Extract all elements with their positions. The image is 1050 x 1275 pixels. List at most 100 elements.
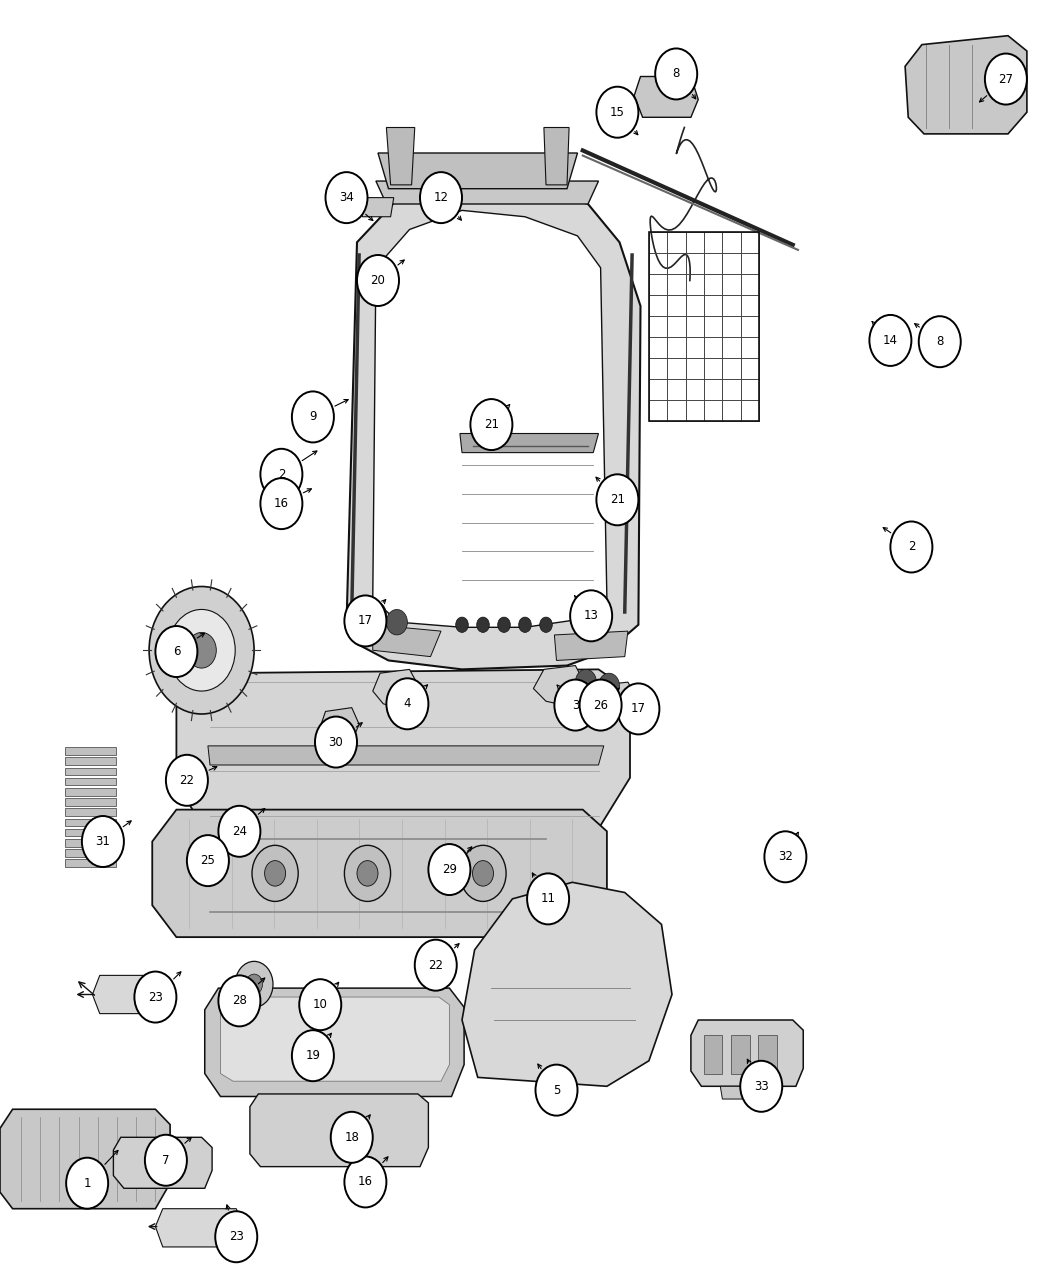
Text: 30: 30 <box>329 736 343 748</box>
Circle shape <box>580 680 622 731</box>
Circle shape <box>617 683 659 734</box>
Text: 3: 3 <box>571 699 580 711</box>
Text: 27: 27 <box>999 73 1013 85</box>
Text: 24: 24 <box>232 825 247 838</box>
Circle shape <box>919 316 961 367</box>
Circle shape <box>218 806 260 857</box>
Text: 20: 20 <box>371 274 385 287</box>
Circle shape <box>570 590 612 641</box>
Polygon shape <box>544 128 569 185</box>
Circle shape <box>596 474 638 525</box>
Polygon shape <box>586 682 638 720</box>
Polygon shape <box>554 631 628 660</box>
Circle shape <box>460 845 506 901</box>
Polygon shape <box>208 746 604 765</box>
Circle shape <box>292 1030 334 1081</box>
Circle shape <box>187 632 216 668</box>
Bar <box>65 819 116 826</box>
Circle shape <box>540 617 552 632</box>
Text: 9: 9 <box>309 411 317 423</box>
Polygon shape <box>205 988 464 1096</box>
Text: 22: 22 <box>180 774 194 787</box>
Polygon shape <box>691 1020 803 1086</box>
Text: 10: 10 <box>313 998 328 1011</box>
Text: 25: 25 <box>201 854 215 867</box>
Circle shape <box>344 595 386 646</box>
Polygon shape <box>758 1035 777 1074</box>
Text: 33: 33 <box>754 1080 769 1093</box>
Text: 16: 16 <box>274 497 289 510</box>
Circle shape <box>66 1158 108 1209</box>
Circle shape <box>187 835 229 886</box>
Text: 31: 31 <box>96 835 110 848</box>
Text: 17: 17 <box>358 615 373 627</box>
Circle shape <box>498 617 510 632</box>
Bar <box>65 859 116 867</box>
Polygon shape <box>152 810 607 937</box>
Text: 19: 19 <box>306 1049 320 1062</box>
Polygon shape <box>373 669 420 711</box>
Circle shape <box>554 680 596 731</box>
Circle shape <box>326 172 368 223</box>
Text: 21: 21 <box>610 493 625 506</box>
Circle shape <box>869 315 911 366</box>
Text: 32: 32 <box>778 850 793 863</box>
Text: 6: 6 <box>172 645 181 658</box>
Circle shape <box>890 521 932 572</box>
Circle shape <box>265 861 286 886</box>
Polygon shape <box>378 153 578 189</box>
Text: 12: 12 <box>434 191 448 204</box>
Circle shape <box>415 940 457 991</box>
Circle shape <box>134 972 176 1023</box>
Circle shape <box>470 399 512 450</box>
Text: 13: 13 <box>584 609 598 622</box>
Text: 17: 17 <box>631 703 646 715</box>
Bar <box>65 829 116 836</box>
Circle shape <box>477 617 489 632</box>
Circle shape <box>260 449 302 500</box>
Text: 7: 7 <box>162 1154 170 1167</box>
Circle shape <box>149 586 254 714</box>
Polygon shape <box>533 666 586 708</box>
Text: 26: 26 <box>593 699 608 711</box>
Text: 1: 1 <box>83 1177 91 1190</box>
Bar <box>65 757 116 765</box>
Text: 8: 8 <box>936 335 944 348</box>
Text: 21: 21 <box>484 418 499 431</box>
Circle shape <box>215 1211 257 1262</box>
Circle shape <box>235 961 273 1007</box>
Text: 14: 14 <box>883 334 898 347</box>
Bar <box>65 788 116 796</box>
Circle shape <box>315 717 357 768</box>
Text: 28: 28 <box>232 994 247 1007</box>
Circle shape <box>344 1156 386 1207</box>
Circle shape <box>519 617 531 632</box>
Bar <box>65 778 116 785</box>
Polygon shape <box>360 198 394 217</box>
Circle shape <box>246 974 262 994</box>
Circle shape <box>985 54 1027 105</box>
Text: 8: 8 <box>672 68 680 80</box>
Bar <box>65 839 116 847</box>
Bar <box>65 798 116 806</box>
Circle shape <box>536 1065 578 1116</box>
Circle shape <box>260 478 302 529</box>
Circle shape <box>428 844 470 895</box>
Circle shape <box>365 602 386 627</box>
Polygon shape <box>462 882 672 1086</box>
Bar <box>65 849 116 857</box>
Circle shape <box>420 172 462 223</box>
Polygon shape <box>113 1137 212 1188</box>
Polygon shape <box>0 1109 170 1209</box>
Polygon shape <box>250 1094 428 1167</box>
Polygon shape <box>220 997 449 1081</box>
Circle shape <box>331 1112 373 1163</box>
Text: 23: 23 <box>229 1230 244 1243</box>
Circle shape <box>344 845 391 901</box>
Text: 16: 16 <box>358 1176 373 1188</box>
Circle shape <box>82 816 124 867</box>
Circle shape <box>575 669 596 695</box>
Text: 15: 15 <box>610 106 625 119</box>
Circle shape <box>357 861 378 886</box>
Polygon shape <box>386 128 415 185</box>
